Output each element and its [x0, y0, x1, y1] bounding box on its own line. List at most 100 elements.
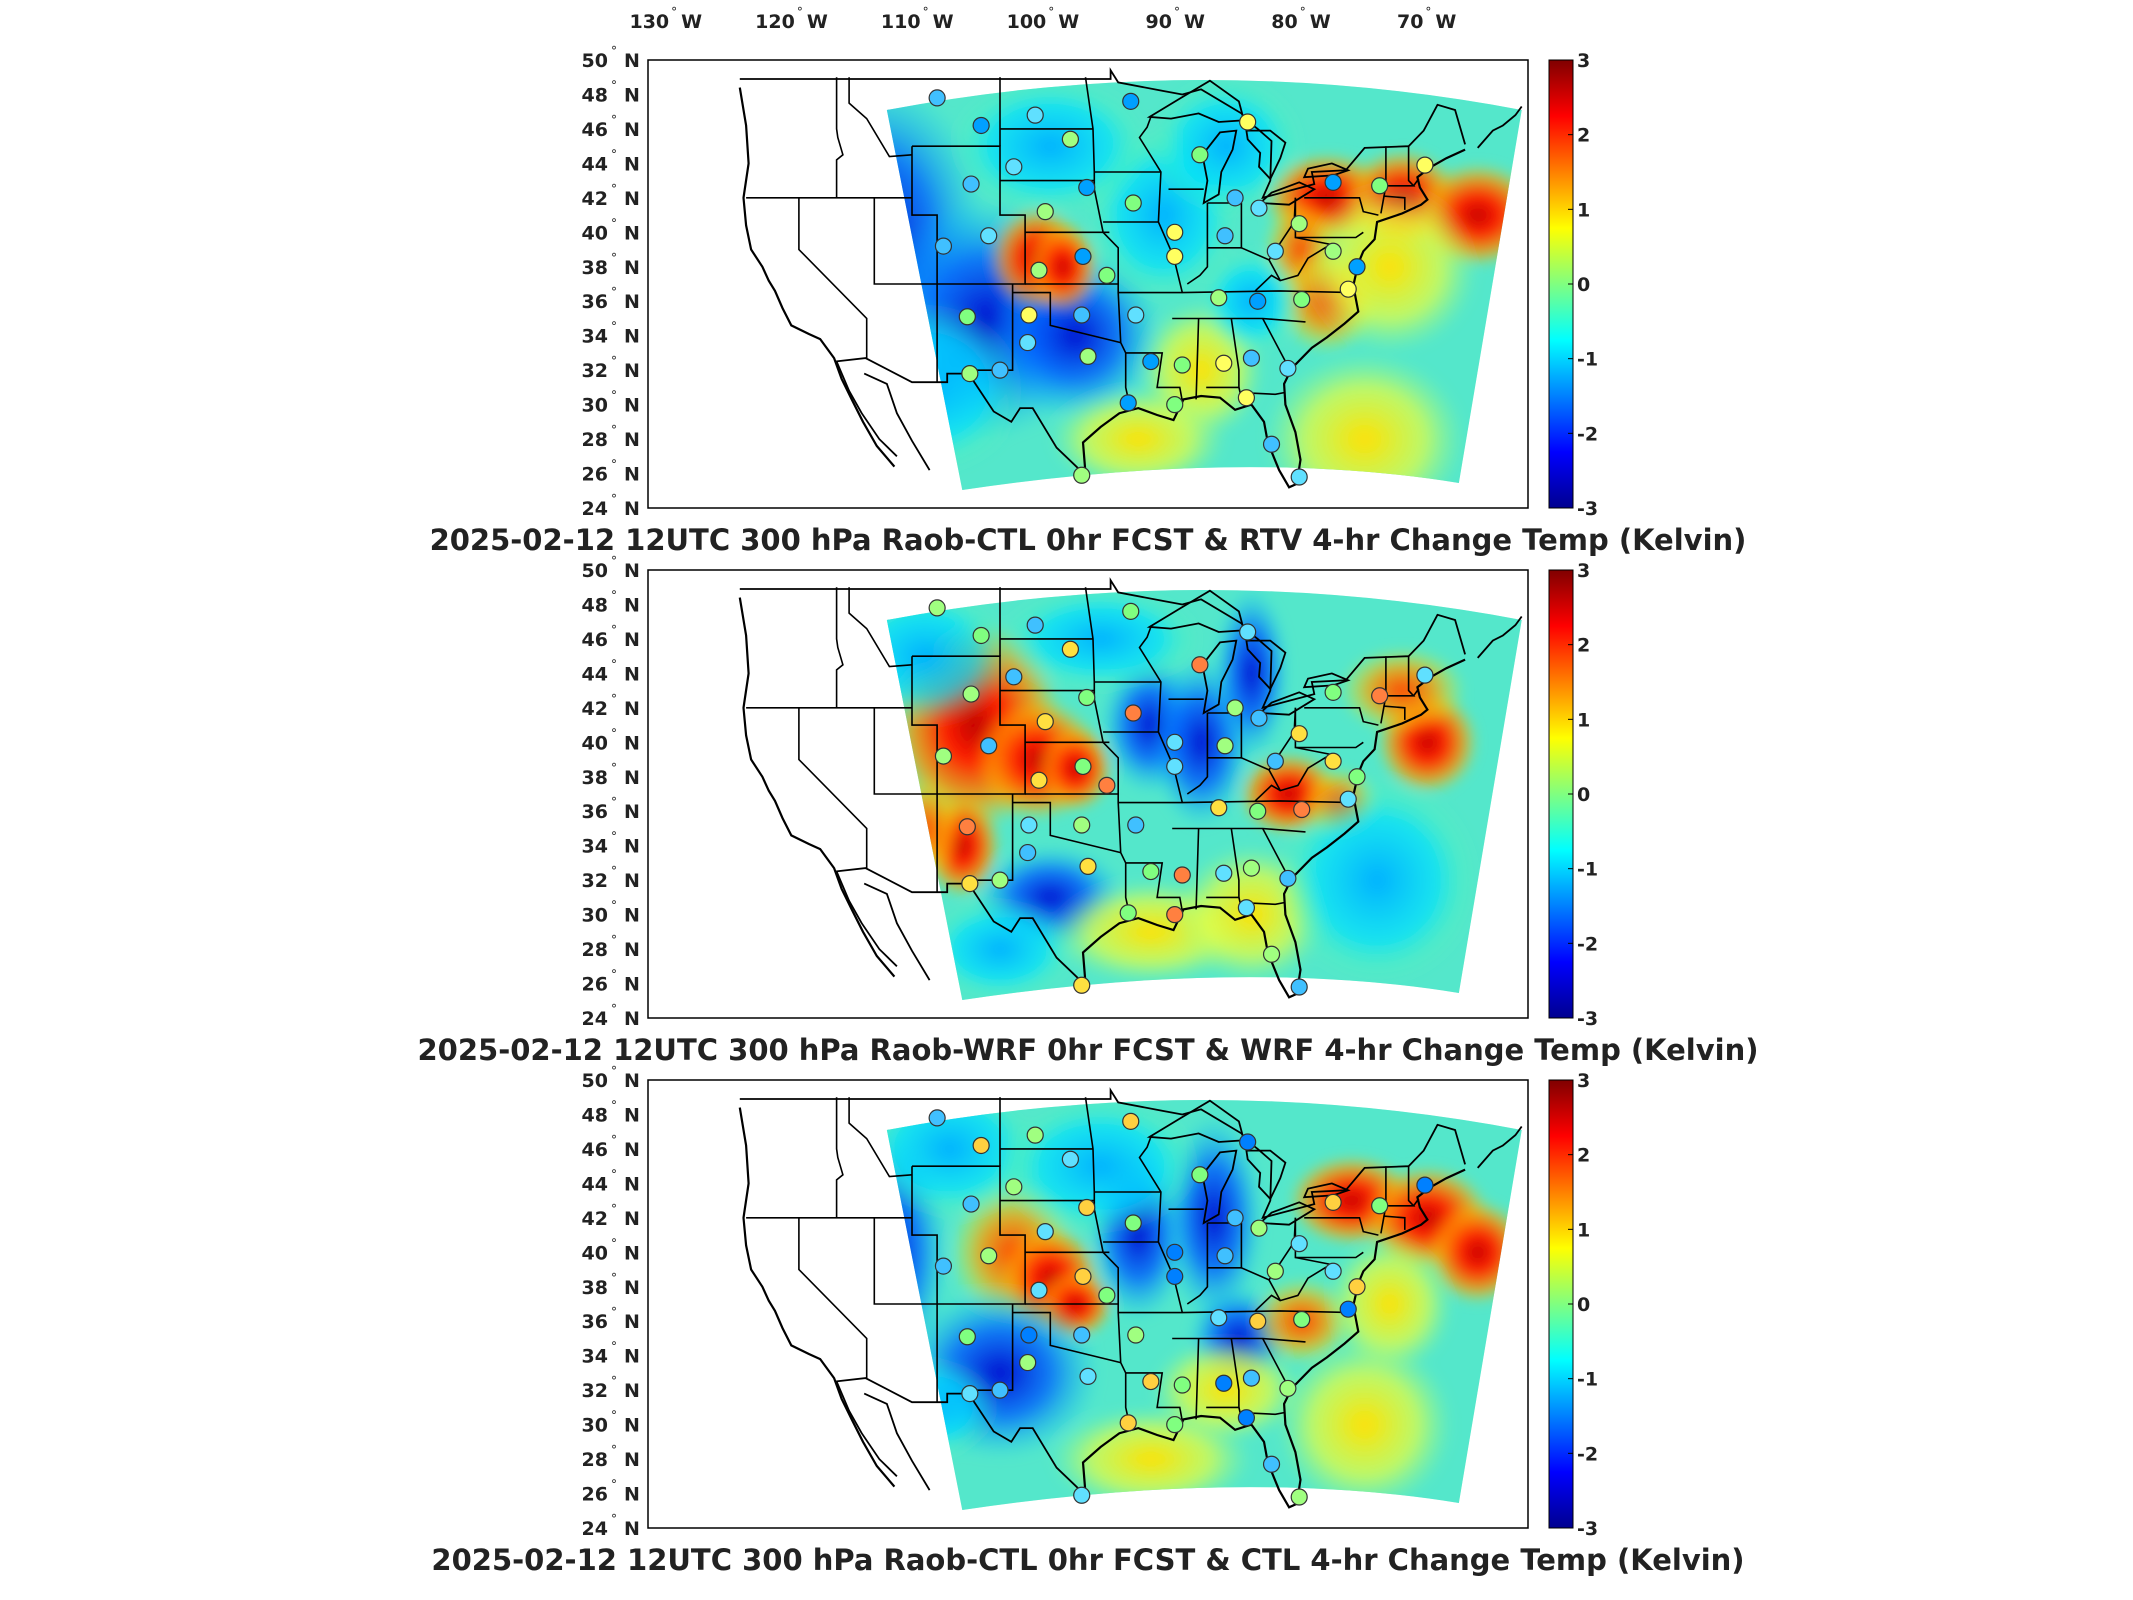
latitude-value: 34 [582, 836, 608, 858]
degree-symbol: ° [1425, 5, 1431, 19]
station-marker [1191, 656, 1209, 674]
station-marker [1166, 1267, 1184, 1286]
state-boundary [1304, 197, 1379, 216]
latitude-suffix: N [624, 291, 640, 313]
latitude-value: 28 [582, 1449, 608, 1471]
degree-symbol: ° [611, 692, 617, 706]
latitude-label: 46 ° N [582, 623, 640, 651]
longitude-value: 100 [1007, 11, 1047, 33]
latitude-suffix: N [624, 629, 640, 651]
degree-symbol: ° [611, 1478, 617, 1492]
station-marker [972, 626, 990, 645]
station-marker [1142, 862, 1160, 881]
latitude-label: 50 ° N [582, 1064, 640, 1092]
state-boundary [967, 284, 1014, 371]
latitude-suffix: N [624, 257, 640, 279]
latitude-label: 38 ° N [582, 251, 640, 279]
latitude-suffix: N [624, 153, 640, 175]
latitude-value: 40 [582, 222, 608, 244]
colorbar-tick-label: 0 [1577, 274, 1590, 296]
degree-symbol: ° [611, 182, 617, 196]
station-marker [1348, 258, 1366, 276]
colorbar-tick-label: 0 [1577, 784, 1590, 806]
degree-symbol: ° [611, 1064, 617, 1078]
map-frame [647, 1079, 1529, 1529]
latitude-value: 44 [582, 663, 608, 685]
station-marker [1216, 737, 1234, 755]
latitude-label: 40 ° N [582, 726, 640, 754]
latitude-value: 46 [582, 119, 608, 141]
longitude-value: 70 [1397, 11, 1423, 33]
latitude-value: 28 [582, 429, 608, 451]
degree-symbol: ° [611, 899, 617, 913]
station-marker [1215, 1374, 1233, 1392]
degree-symbol: ° [611, 285, 617, 299]
latitude-label: 50 ° N [582, 554, 640, 582]
mexico-coast [863, 372, 931, 471]
station-marker [1073, 816, 1091, 834]
degree-symbol: ° [611, 1271, 617, 1285]
station-marker [980, 737, 998, 755]
mexico-border [835, 867, 1087, 986]
station-marker [1019, 1353, 1037, 1372]
station-marker [1074, 1267, 1092, 1286]
latitude-label: 48 ° N [582, 78, 640, 106]
station-marker [1324, 242, 1342, 260]
station-marker [1074, 757, 1092, 776]
latitude-suffix: N [624, 594, 640, 616]
station-marker [1348, 768, 1366, 786]
state-boundary [1385, 1166, 1416, 1207]
latitude-suffix: N [624, 395, 640, 417]
state-boundary [848, 77, 913, 158]
latitude-suffix: N [624, 836, 640, 858]
degree-symbol: ° [611, 1443, 617, 1457]
longitude-suffix: W [1435, 11, 1456, 33]
latitude-suffix: N [624, 1518, 640, 1540]
degree-symbol: ° [611, 1236, 617, 1250]
station-marker [1279, 1379, 1297, 1398]
station-marker [1266, 242, 1284, 260]
latitude-suffix: N [624, 905, 640, 927]
station-marker [1173, 866, 1191, 884]
latitude-value: 44 [582, 1173, 608, 1195]
state-boundary [1186, 203, 1209, 285]
state-boundary [1385, 146, 1416, 187]
state-boundary [798, 197, 868, 359]
station-marker [1019, 333, 1037, 352]
latitude-suffix: N [624, 429, 640, 451]
colorbar-tick-label: 2 [1577, 125, 1590, 147]
colorbar: 3 2 1 0 -1 -2 -3 [1548, 50, 1598, 520]
state-boundary [1012, 801, 1121, 854]
baja-coast [835, 361, 898, 457]
colorbar: 3 2 1 0 -1 -2 -3 [1548, 560, 1598, 1030]
station-marker [1124, 194, 1142, 212]
panel-1: 50 ° N48 ° N46 ° N44 ° N42 ° N40 ° N38 ° N36 ° N34 ° N32 ° N… [430, 44, 1747, 557]
state-boundary [1412, 1198, 1420, 1207]
station-marker [1166, 223, 1184, 241]
west-coastline [738, 1107, 896, 1488]
station-marker [1290, 1235, 1308, 1253]
degree-symbol: ° [611, 968, 617, 982]
latitude-value: 32 [582, 1380, 608, 1402]
degree-symbol: ° [611, 657, 617, 671]
degree-symbol: ° [1174, 5, 1180, 19]
station-marker [1262, 435, 1281, 453]
degree-symbol: ° [611, 1098, 617, 1112]
station-marker [958, 1328, 976, 1346]
station-marker [1293, 1310, 1311, 1329]
station-marker [1416, 666, 1434, 684]
station-marker [1005, 158, 1023, 176]
degree-symbol: ° [611, 1305, 617, 1319]
station-marker [1250, 709, 1268, 727]
degree-symbol: ° [611, 458, 617, 472]
degree-symbol: ° [611, 1167, 617, 1181]
station-marker [1266, 752, 1284, 770]
great-lake [1258, 691, 1317, 716]
colorbar-tick-label: -2 [1577, 423, 1598, 445]
station-marker [1079, 347, 1097, 365]
degree-symbol: ° [611, 795, 617, 809]
raob-stations [928, 89, 1434, 486]
station-marker [1122, 602, 1140, 620]
mexico-border [835, 1377, 1087, 1496]
degree-symbol: ° [611, 1512, 617, 1526]
